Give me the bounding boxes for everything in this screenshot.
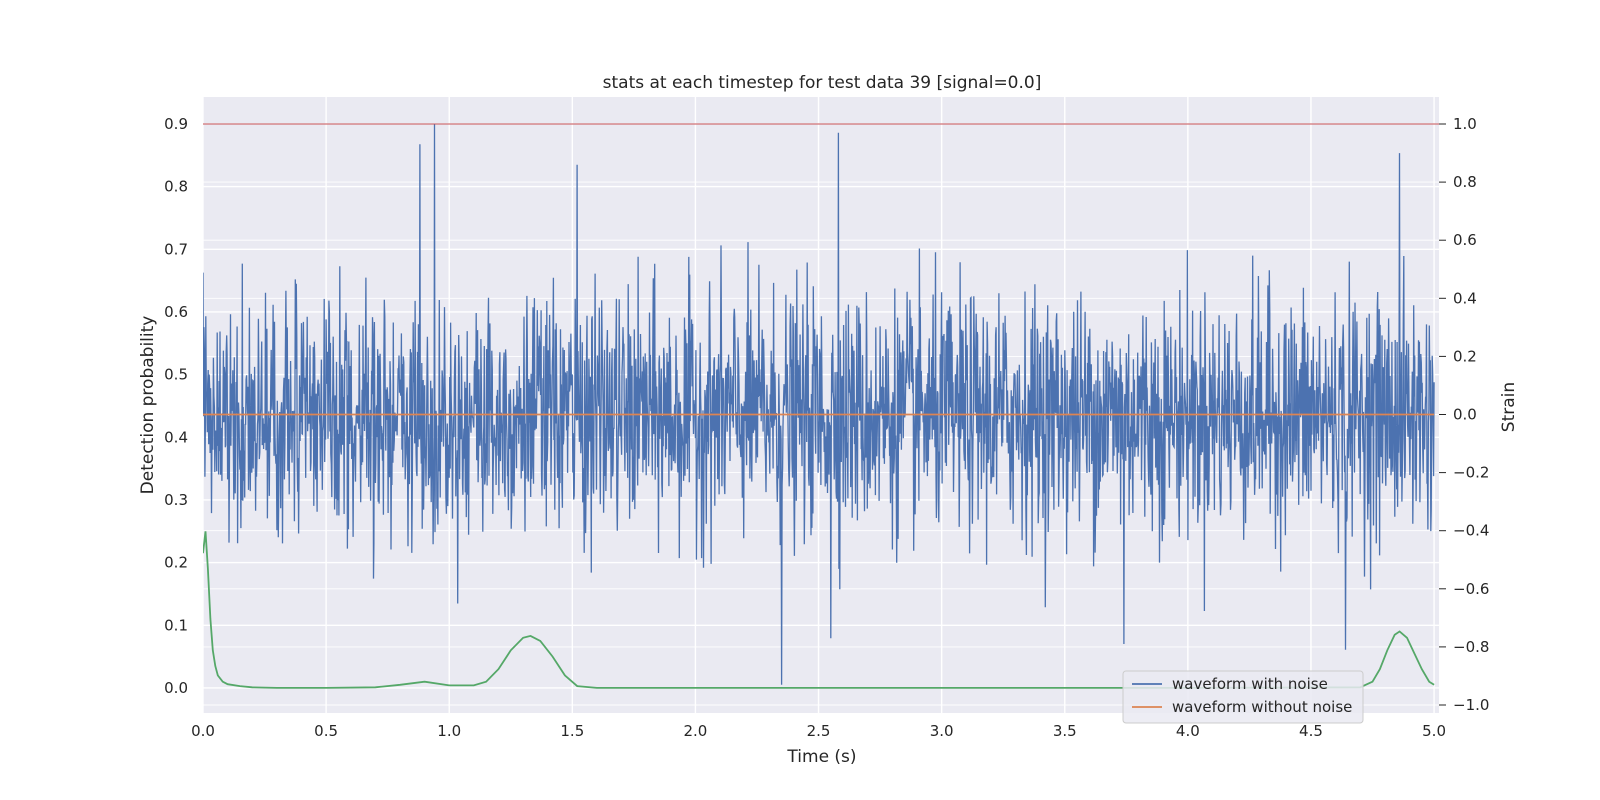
y-right-tick-label: −0.6 [1453,580,1489,598]
y-right-tick-label: 1.0 [1453,115,1477,133]
y-axis-label: Detection probability [138,316,158,495]
x-tick-label: 0.0 [191,722,215,740]
legend-label-clean: waveform without noise [1172,698,1352,716]
y-right-tick-label: 0.8 [1453,173,1477,191]
y-tick-label: 0.4 [164,428,188,446]
x-tick-label: 2.0 [684,722,708,740]
y-right-tick-label: −0.2 [1453,464,1489,482]
legend-box [1122,670,1364,724]
y-right-tick-label: 0.2 [1453,347,1477,365]
x-tick-labels: 0.0 0.5 1.0 1.5 2.0 2.5 3.0 3.5 4.0 4.5 5.0 [191,722,1446,740]
legend-label-noise: waveform with noise [1172,675,1328,693]
y-tick-label: 0.7 [164,240,188,258]
y-right-tick-label: 0.0 [1453,406,1477,424]
x-tick-label: 1.0 [437,722,461,740]
x-tick-label: 3.0 [930,722,954,740]
y-tick-label: 0.2 [164,554,188,572]
y-tick-labels: 0.0 0.1 0.2 0.3 0.4 0.5 0.6 0.7 0.8 0.9 [164,115,188,697]
y-tick-label: 0.5 [164,366,188,384]
x-tick-label: 4.5 [1299,722,1323,740]
x-tick-label: 2.5 [807,722,831,740]
y-right-axis-label: Strain [1499,382,1519,432]
y-right-tick-label: 0.4 [1453,289,1477,307]
y-tick-label: 0.6 [164,303,188,321]
legend: waveform with noise waveform without noi… [1122,670,1364,724]
y-tick-label: 0.9 [164,115,188,133]
x-tick-label: 4.0 [1176,722,1200,740]
x-tick-label: 5.0 [1422,722,1446,740]
plot-area [203,123,1439,689]
series-waveform-with-noise [203,123,1435,685]
y-right-tick-label: 0.6 [1453,231,1477,249]
y-right-tick-label: −0.8 [1453,638,1489,656]
y-right-tick-labels: 1.0 0.8 0.6 0.4 0.2 0.0 −0.2 −0.4 −0.6 −0.8 −1.0 [1439,115,1489,714]
x-tick-label: 1.5 [560,722,584,740]
series-detection-probability [203,531,1435,689]
y-right-tick-label: −0.4 [1453,522,1489,540]
x-tick-label: 0.5 [314,722,338,740]
x-tick-label: 3.5 [1053,722,1077,740]
y-right-tick-label: −1.0 [1453,696,1489,714]
y-tick-label: 0.3 [164,491,188,509]
x-axis-label: Time (s) [786,747,856,767]
y-tick-label: 0.1 [164,616,188,634]
chart-title: stats at each timestep for test data 39 … [603,73,1042,93]
y-tick-label: 0.8 [164,178,188,196]
y-tick-label: 0.0 [164,679,188,697]
